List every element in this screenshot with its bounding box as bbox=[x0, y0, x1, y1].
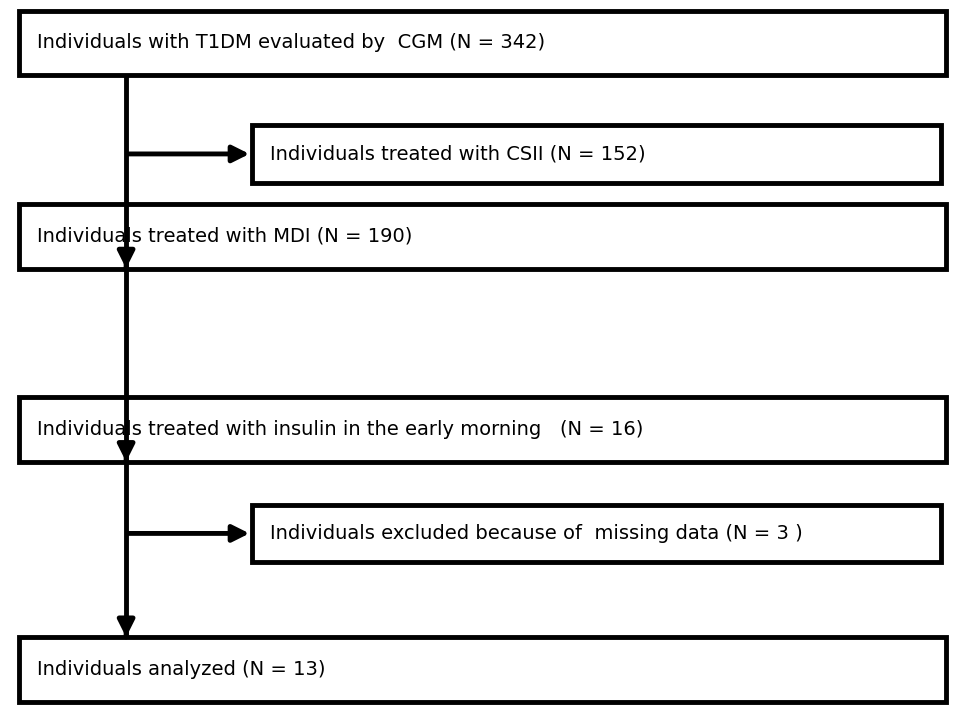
Text: Individuals treated with CSII (N = 152): Individuals treated with CSII (N = 152) bbox=[269, 145, 644, 163]
FancyBboxPatch shape bbox=[19, 11, 945, 75]
FancyBboxPatch shape bbox=[252, 125, 940, 183]
Text: Individuals treated with MDI (N = 190): Individuals treated with MDI (N = 190) bbox=[37, 227, 412, 246]
Text: Individuals with T1DM evaluated by  CGM (N = 342): Individuals with T1DM evaluated by CGM (… bbox=[37, 34, 545, 52]
FancyBboxPatch shape bbox=[19, 204, 945, 268]
FancyBboxPatch shape bbox=[19, 637, 945, 702]
Text: Individuals excluded because of  missing data (N = 3 ): Individuals excluded because of missing … bbox=[269, 524, 801, 543]
FancyBboxPatch shape bbox=[252, 505, 940, 562]
Text: Individuals analyzed (N = 13): Individuals analyzed (N = 13) bbox=[37, 660, 325, 679]
Text: Individuals treated with insulin in the early morning   (N = 16): Individuals treated with insulin in the … bbox=[37, 420, 642, 439]
FancyBboxPatch shape bbox=[19, 397, 945, 462]
